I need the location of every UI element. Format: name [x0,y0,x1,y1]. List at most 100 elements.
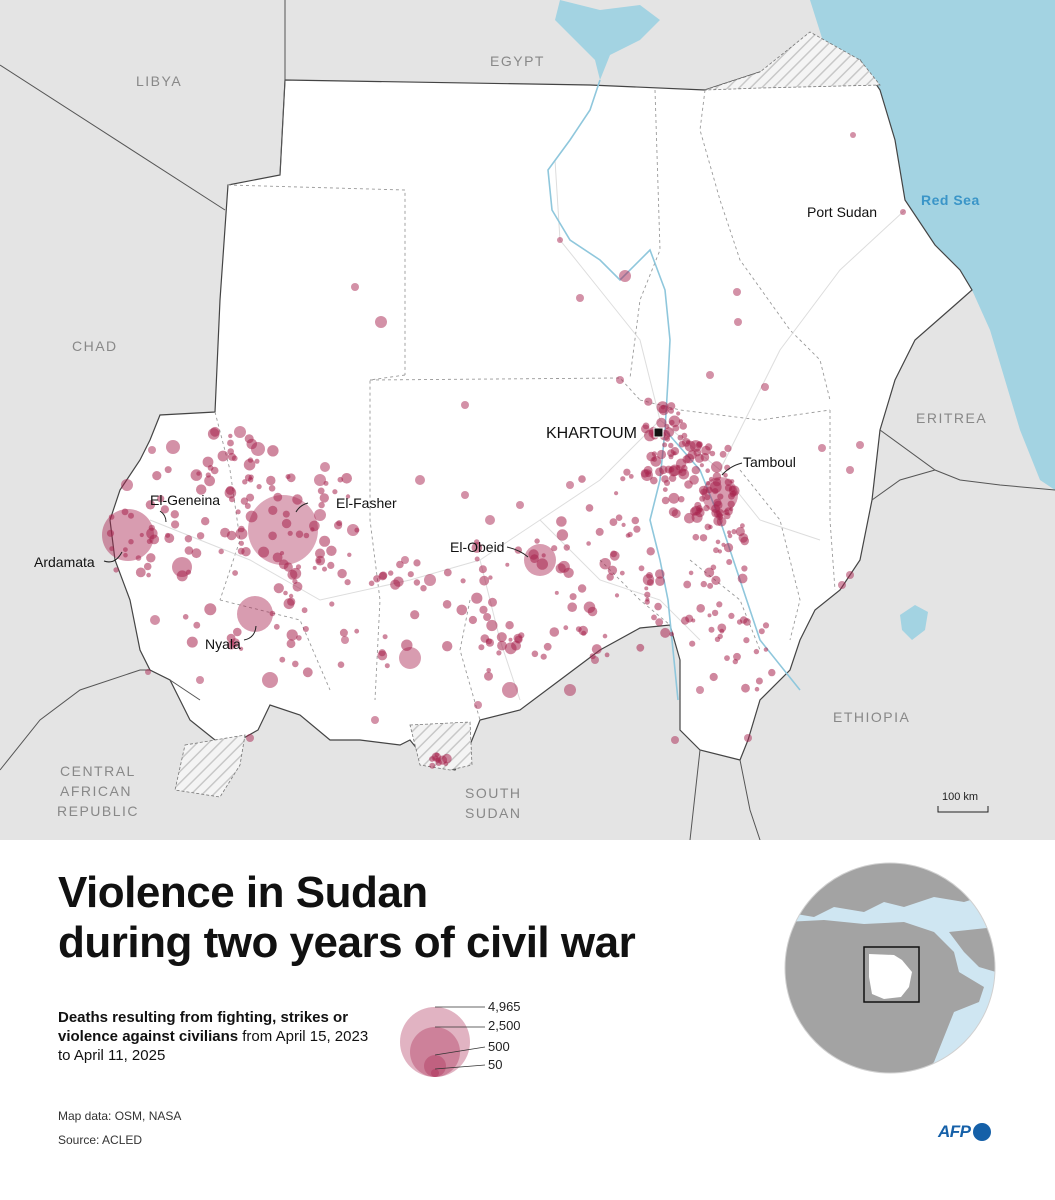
circle-icon [671,509,681,519]
circle-icon [279,551,285,556]
circle-icon [698,507,703,512]
scale-bar: 100 km [937,791,989,813]
circle-icon [301,607,308,614]
circle-icon [234,426,246,438]
circle-icon [516,501,524,509]
label-car-2: AFRICAN [60,783,132,799]
circle-icon [128,539,134,545]
circle-icon [641,424,650,434]
circle-icon [273,623,280,630]
circle-icon [474,701,482,709]
legend-label-4965: 4,965 [488,999,521,1014]
circle-icon [668,454,674,460]
circle-icon [281,518,292,529]
circle-icon [220,527,230,538]
circle-icon [638,565,645,572]
circle-icon [712,472,722,481]
circle-icon [461,491,469,499]
circle-icon [655,576,665,586]
circle-icon [531,650,539,658]
circle-icon [295,530,304,538]
circle-icon [846,571,854,579]
locator-globe [784,862,996,1074]
circle-icon [268,505,278,515]
circle-icon [368,580,375,587]
circle-icon [619,270,631,282]
circle-icon [204,603,217,616]
circle-icon [207,428,220,440]
circle-icon [228,433,233,439]
circle-icon [146,572,151,578]
circle-icon [609,518,618,526]
circle-icon [575,626,582,632]
circle-icon [671,736,679,744]
circle-icon [240,497,249,505]
circle-icon [251,442,265,456]
circle-icon [310,527,315,532]
circle-icon [488,575,493,580]
circle-icon [377,650,388,661]
circle-icon [741,565,748,572]
circle-icon [655,467,664,477]
circle-icon [288,593,294,599]
circle-icon [113,567,119,573]
circle-icon [713,547,719,554]
circle-icon [556,516,567,527]
scale-label: 100 km [942,791,978,803]
circle-icon [567,602,577,612]
circle-icon [239,646,244,651]
circle-icon [185,569,192,575]
sudan-map: LIBYA EGYPT CHAD ERITREA ETHIOPIA CENTRA… [0,0,1055,840]
circle-icon [269,610,276,617]
title-line-1: Violence in Sudan [58,868,428,917]
circle-icon [262,672,278,688]
circle-icon [669,464,681,476]
circle-icon [685,440,691,445]
circle-icon [676,411,681,416]
credits: Map data: OSM, NASA Source: ACLED [58,1104,181,1152]
circle-icon [319,535,331,547]
circle-icon [317,487,325,495]
circle-icon [705,468,710,474]
circle-icon [164,533,175,544]
circle-icon [410,610,420,620]
circle-icon [700,452,710,462]
circle-icon [599,558,611,570]
circle-icon [733,288,741,296]
circle-icon [334,521,343,530]
circle-icon [205,472,211,478]
lake-tana [900,605,928,640]
circle-icon [283,562,293,572]
circle-icon [737,573,748,584]
circle-icon [337,661,345,668]
circle-icon [121,508,129,516]
afp-logo-text: AFP [938,1122,971,1141]
circle-icon [719,628,725,634]
circle-icon [644,586,649,591]
circle-icon [576,294,584,302]
circle-icon [443,568,452,577]
circle-icon [710,564,717,571]
circle-icon [401,639,413,651]
circle-icon [708,626,715,633]
circle-icon [681,464,688,472]
circle-icon [272,552,283,563]
circle-icon [728,612,735,620]
circle-icon [375,316,387,328]
circle-icon [283,590,288,596]
circle-icon [268,485,276,492]
circle-icon [706,371,714,379]
circle-icon [242,479,248,485]
label-car-1: CENTRAL [60,763,136,779]
circle-icon [339,628,348,637]
circle-icon [184,546,194,555]
circle-icon [108,514,115,520]
circle-icon [838,581,846,589]
circle-icon [456,604,468,616]
circle-icon [505,621,514,630]
circle-icon [102,509,154,561]
circle-icon [502,682,518,698]
circle-icon [818,444,826,452]
afp-logo: AFP [938,1120,991,1144]
circle-icon [654,602,662,611]
